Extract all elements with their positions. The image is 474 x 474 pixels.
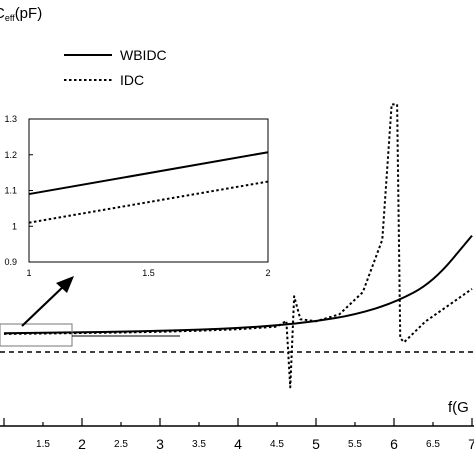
- x-tick-label: 3.5: [192, 439, 206, 450]
- inset-series-line-wbidc: [28, 151, 269, 196]
- inset-y-tick-label: 1.3: [4, 114, 17, 124]
- y-axis-label-subscript: eff: [5, 13, 15, 23]
- inset-ticks: 0.9 1 1.1 1.2 1.3 1 1.5 2: [4, 114, 270, 278]
- inset-x-tick-label: 2: [265, 268, 270, 278]
- x-tick-label: 7: [468, 436, 474, 452]
- y-axis-label-symbol: C: [0, 5, 5, 22]
- legend: WBIDC IDC: [64, 47, 167, 88]
- x-tick-label: 3: [156, 436, 164, 452]
- x-tick-label: 1.5: [36, 439, 50, 450]
- x-tick-label: 4: [234, 436, 242, 452]
- inset-frame: [28, 118, 269, 263]
- x-tick-label: 2.5: [114, 439, 128, 450]
- x-tick-label: 6.5: [426, 439, 440, 450]
- inset-y-tick-label: 1: [12, 221, 17, 231]
- inset-y-tick-label: 1.1: [4, 186, 17, 196]
- main-plot: [3, 103, 473, 389]
- x-axis-ticks: 2 3 4 5 6 7 1.5 2.5 3.5 4.5 5.5 6.5: [3, 418, 474, 452]
- series-line-wbidc: [3, 234, 473, 335]
- y-axis-label: Ceff(pF): [0, 5, 42, 23]
- legend-label-idc: IDC: [120, 72, 144, 88]
- zoom-region-box: [0, 323, 73, 347]
- inset-y-tick-label: 1.2: [4, 150, 17, 160]
- x-tick-label: 2: [78, 436, 86, 452]
- zoom-arrow-line: [21, 283, 67, 327]
- inset-x-tick-label: 1.5: [142, 268, 155, 278]
- zoom-arrow-head: [56, 276, 74, 293]
- y-axis-label-unit: (pF): [15, 5, 43, 22]
- x-tick-label: 5.5: [348, 439, 362, 450]
- x-tick-label: 5: [312, 436, 320, 452]
- x-tick-label: 4.5: [270, 439, 284, 450]
- x-axis-label: f(G: [448, 399, 469, 416]
- legend-label-wbidc: WBIDC: [120, 47, 167, 63]
- inset-y-tick-label: 0.9: [4, 257, 17, 267]
- inset-series-line-idc: [28, 180, 269, 224]
- series-line-idc: [3, 103, 473, 389]
- x-tick-label: 6: [390, 436, 398, 452]
- inset-plot: 0.9 1 1.1 1.2 1.3 1 1.5 2: [4, 114, 270, 278]
- inset-lines: [28, 151, 269, 224]
- inset-x-tick-label: 1: [26, 268, 31, 278]
